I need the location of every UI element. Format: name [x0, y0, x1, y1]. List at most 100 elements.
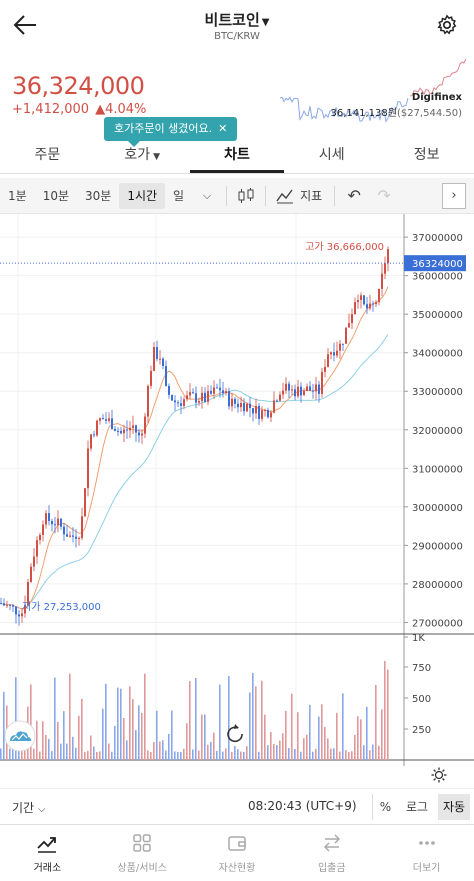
- candle-body: [366, 304, 368, 309]
- tab-info[interactable]: 정보: [413, 147, 440, 163]
- volume-bar: [123, 717, 125, 760]
- brightness-icon[interactable]: [431, 767, 447, 783]
- volume-bar: [354, 734, 356, 760]
- indicator-icon[interactable]: [270, 183, 300, 209]
- more-dots-icon: [418, 841, 435, 845]
- coin-pair: BTC/KRW: [214, 31, 260, 42]
- volume-bar: [144, 673, 146, 760]
- candle-body: [291, 389, 293, 391]
- log-scale-button[interactable]: 로그: [405, 800, 429, 814]
- candle-body: [210, 390, 212, 394]
- nav-exchange[interactable]: 거래소: [0, 825, 95, 881]
- candle-body: [168, 385, 170, 395]
- candle-body: [387, 249, 389, 264]
- nav-more[interactable]: 더보기: [379, 825, 474, 881]
- candle-body: [54, 524, 56, 526]
- volume-bar: [222, 751, 224, 760]
- interval-10m[interactable]: 10분: [42, 188, 69, 203]
- candle-body: [6, 604, 8, 606]
- candle-body: [81, 516, 83, 538]
- period-selector[interactable]: 기간 ⌵: [12, 801, 46, 815]
- candle-body: [21, 613, 23, 617]
- candle-body: [75, 536, 77, 539]
- candle-body: [45, 513, 47, 525]
- candle-body: [60, 518, 62, 527]
- tab-market-price[interactable]: 시세: [318, 147, 345, 163]
- volume-bar: [243, 751, 245, 760]
- interval-1h[interactable]: 1시간: [119, 182, 166, 209]
- volume-bar: [24, 748, 26, 760]
- reset-zoom-icon[interactable]: [227, 724, 243, 743]
- volume-bar: [204, 714, 206, 760]
- candle-body: [114, 428, 116, 431]
- volume-bar: [138, 705, 140, 760]
- candle-body: [66, 534, 68, 537]
- nav-transfer[interactable]: 입출금: [284, 825, 379, 881]
- gear-icon[interactable]: [436, 14, 458, 36]
- coin-name: 비트코인: [204, 11, 260, 29]
- price-chart[interactable]: 37000000 36000000 35000000 34000000 33000000…: [0, 214, 474, 766]
- volume-bar: [306, 734, 308, 760]
- volume-bar: [255, 686, 257, 760]
- candle-body: [51, 521, 53, 525]
- volume-bar: [309, 704, 311, 760]
- volume-bar: [51, 751, 53, 760]
- candle-body: [99, 418, 101, 421]
- volume-bar: [234, 745, 236, 760]
- redo-icon[interactable]: ↷: [377, 186, 391, 205]
- auto-scale-button[interactable]: 자동: [438, 794, 470, 820]
- volume-bar: [54, 677, 56, 760]
- volume-bar: [246, 746, 248, 760]
- candlestick-type-icon[interactable]: [231, 183, 261, 209]
- price-tick-label: 32000000: [412, 426, 463, 437]
- volume-bar: [366, 706, 368, 760]
- percent-scale-button[interactable]: %: [372, 794, 398, 820]
- candle-body: [3, 603, 5, 606]
- tab-chart[interactable]: 차트: [189, 140, 285, 173]
- volume-bar: [39, 751, 41, 760]
- volume-bar: [78, 715, 80, 760]
- moving-average-long: [0, 334, 389, 610]
- volume-bar: [186, 723, 188, 760]
- candle-body: [165, 365, 167, 386]
- candle-body: [303, 390, 305, 396]
- nav-products[interactable]: 상품/서비스: [95, 825, 190, 881]
- volume-bar: [180, 751, 182, 760]
- interval-day[interactable]: 일: [173, 188, 185, 203]
- candle-body: [372, 303, 374, 305]
- nav-assets[interactable]: 자산현황: [190, 825, 285, 881]
- volume-bar: [258, 751, 260, 760]
- coin-title[interactable]: 비트코인 ▼: [0, 9, 474, 30]
- volume-bar: [189, 681, 191, 760]
- tab-order[interactable]: 주문: [34, 147, 61, 163]
- volume-bar: [129, 686, 131, 760]
- candle-body: [279, 394, 281, 401]
- back-arrow-icon[interactable]: [10, 10, 40, 40]
- chevron-right-icon[interactable]: ›: [442, 183, 466, 209]
- chevron-down-icon[interactable]: ⌵: [202, 188, 212, 202]
- tab-orderbook[interactable]: 호가 ▼: [124, 147, 161, 163]
- candle-body: [204, 392, 206, 402]
- candle-body: [180, 403, 182, 406]
- close-icon[interactable]: ✕: [218, 122, 228, 135]
- volume-tick-label: 750: [412, 663, 431, 674]
- interval-1m[interactable]: 1분: [8, 188, 27, 203]
- price-tick-label: 30000000: [412, 503, 463, 514]
- candle-body: [141, 433, 143, 436]
- candle-body: [84, 488, 86, 517]
- volume-bar: [378, 745, 380, 760]
- indicator-button[interactable]: 지표: [300, 188, 323, 203]
- candle-body: [240, 402, 242, 408]
- volume-bar: [294, 748, 296, 760]
- interval-30m[interactable]: 30분: [85, 188, 112, 203]
- volume-bar: [171, 710, 173, 760]
- volume-bar: [297, 712, 299, 760]
- candle-body: [78, 537, 80, 539]
- chart-footer: 기간 ⌵ 08:20:43 (UTC+9) % 로그 자동: [0, 788, 474, 824]
- reference-price: 36,141,138원($27,544.50): [330, 108, 462, 119]
- volume-bar: [33, 748, 35, 760]
- undo-icon[interactable]: ↶: [347, 186, 361, 205]
- trend-up-icon: [37, 837, 57, 853]
- candle-body: [156, 347, 158, 359]
- candle-body: [129, 427, 131, 431]
